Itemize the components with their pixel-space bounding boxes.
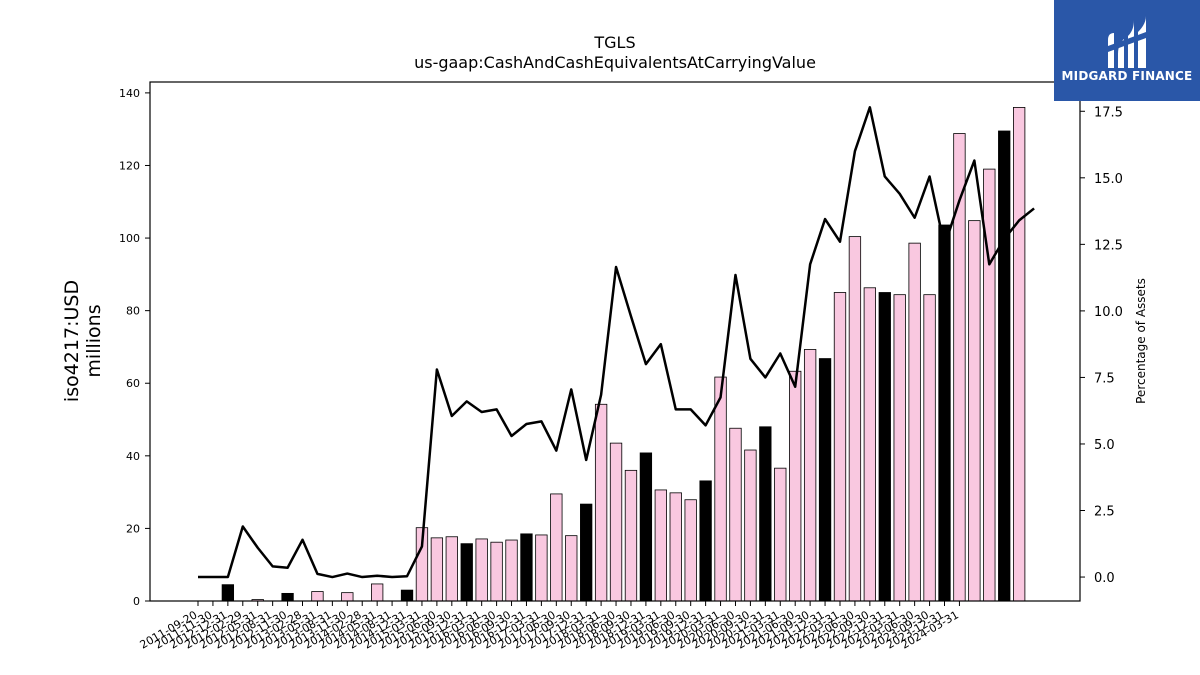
bar — [669, 492, 682, 602]
y-tick-label: 20 — [126, 522, 140, 535]
bar — [699, 480, 712, 602]
bar — [341, 592, 354, 602]
bar — [744, 449, 757, 602]
bar — [371, 583, 384, 602]
bar — [490, 541, 503, 602]
y2-tick-label: 7.5 — [1094, 371, 1115, 386]
y-tick-label: 80 — [126, 305, 140, 318]
bar — [520, 533, 533, 602]
bar — [863, 287, 876, 602]
y2-tick-label: 17.5 — [1094, 105, 1123, 120]
bar — [565, 535, 578, 602]
bar — [475, 538, 488, 602]
y2-tick-label: 0.0 — [1094, 571, 1115, 586]
y-tick-label: 140 — [119, 87, 140, 100]
bar — [774, 467, 787, 602]
bar — [505, 539, 518, 602]
y-axis-label-line: millions — [83, 304, 105, 377]
bar — [684, 499, 697, 602]
bar — [729, 427, 742, 602]
y-axis-label: iso4217:USDmillions — [61, 280, 105, 402]
y-tick-label: 100 — [119, 232, 140, 245]
bar — [580, 503, 593, 602]
bar — [1013, 107, 1026, 602]
percent-of-assets-line — [198, 106, 1035, 579]
bar — [923, 294, 936, 602]
axes-layer: 0 20 40 60 80 100 120 140 0.0 2.5 5.0 7.5 10.0 12.5 15… — [119, 81, 1123, 652]
bars-layer — [221, 107, 1026, 602]
y2-tick-label: 12.5 — [1094, 238, 1123, 253]
bar — [311, 591, 324, 602]
y-tick-label: 0 — [133, 595, 140, 608]
bar — [848, 236, 862, 602]
y2-axis-label: Percentage of Assets — [1134, 278, 1148, 404]
bar — [893, 294, 906, 602]
bar — [221, 584, 235, 602]
bar — [639, 452, 653, 602]
bar — [460, 543, 473, 602]
bar — [998, 130, 1011, 602]
y2-tick-label: 2.5 — [1094, 505, 1115, 520]
bar — [400, 589, 414, 602]
bar — [550, 493, 563, 602]
bar — [908, 242, 921, 602]
bar — [535, 534, 548, 602]
y-tick-label: 120 — [119, 159, 140, 172]
bar — [281, 592, 294, 602]
bar — [968, 220, 981, 602]
bar — [789, 370, 802, 602]
bar — [818, 358, 832, 602]
y2-tick-label: 5.0 — [1094, 438, 1115, 453]
brand-name: MIDGARD FINANCE — [1061, 69, 1193, 83]
bar — [803, 349, 817, 602]
bar — [833, 292, 847, 602]
brand-logo: MIDGARD FINANCE — [1054, 0, 1200, 101]
chart-title: TGLS — [593, 33, 635, 52]
bar — [445, 536, 458, 602]
bar — [714, 376, 727, 602]
y-axis-label-text: iso4217:USDmillions — [61, 280, 105, 402]
bar — [654, 489, 667, 602]
bar — [430, 537, 444, 602]
bar — [609, 442, 623, 602]
y2-tick-label: 15.0 — [1094, 172, 1123, 187]
midgard-logo-icon — [1108, 16, 1146, 68]
chart-subtitle: us-gaap:CashAndCashEquivalentsAtCarrying… — [414, 53, 816, 72]
bar — [878, 292, 891, 602]
y2-tick-label: 10.0 — [1094, 305, 1123, 320]
bar — [594, 403, 608, 602]
bar — [759, 426, 772, 602]
y-tick-label: 60 — [126, 377, 140, 390]
y-tick-label: 40 — [126, 450, 140, 463]
bar — [938, 224, 951, 602]
bar — [624, 469, 638, 602]
y-axis-label-line: iso4217:USD — [61, 280, 83, 402]
plot-frame — [149, 81, 1081, 602]
line-layer — [198, 106, 1035, 579]
